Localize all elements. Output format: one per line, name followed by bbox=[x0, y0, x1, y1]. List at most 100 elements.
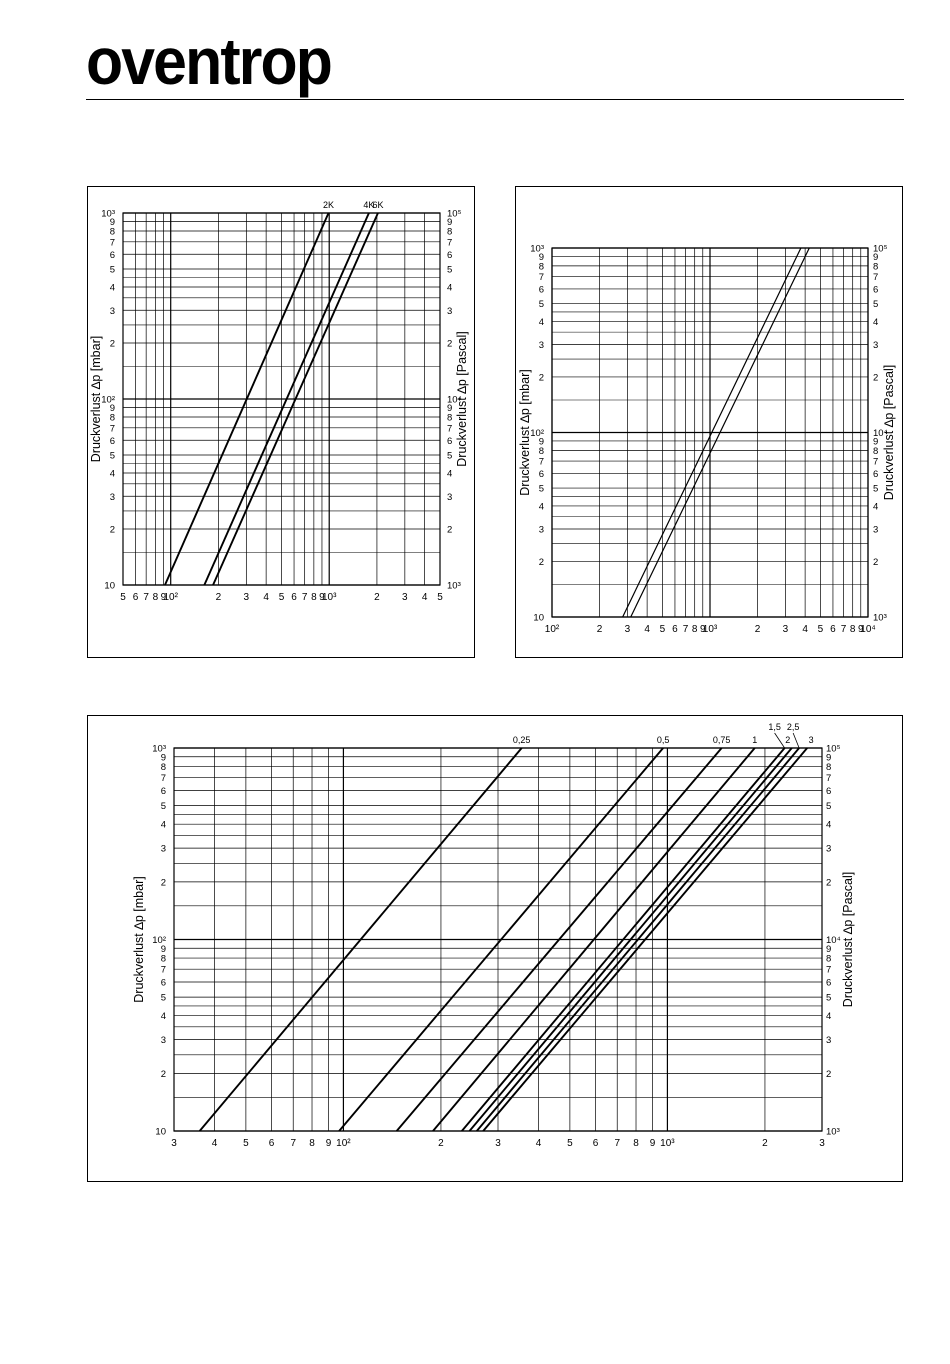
x-tick-label: 3 bbox=[625, 624, 631, 635]
series-label: 1,5 bbox=[768, 722, 781, 732]
y-right-tick-label: 5 bbox=[826, 993, 831, 1004]
y-tick-label: 6 bbox=[161, 977, 166, 988]
y-tick-label: 7 bbox=[539, 272, 544, 283]
y-right-tick-label: 3 bbox=[826, 1035, 831, 1046]
y-axis-title-right: Druckverlust ∆p [Pascal] bbox=[455, 331, 469, 466]
y-axis-title: Druckverlust ∆p [mbar] bbox=[518, 369, 532, 495]
y-right-tick-label: 9 bbox=[873, 252, 878, 263]
series-line bbox=[198, 747, 523, 1132]
x-tick-label: 7 bbox=[614, 1138, 620, 1149]
y-right-tick-label: 6 bbox=[447, 250, 452, 261]
y-tick-label: 8 bbox=[161, 762, 166, 773]
y-right-tick-label: 3 bbox=[826, 844, 831, 855]
x-tick-label: 10² bbox=[336, 1138, 351, 1149]
y-tick-label: 4 bbox=[110, 283, 115, 294]
x-tick-label: 8 bbox=[850, 624, 856, 635]
y-tick-label: 10² bbox=[101, 395, 115, 406]
x-tick-label: 5 bbox=[279, 592, 285, 603]
y-tick-label: 5 bbox=[539, 299, 544, 310]
y-tick-label: 5 bbox=[539, 484, 544, 495]
y-tick-label: 10 bbox=[533, 613, 544, 624]
x-tick-label: 6 bbox=[291, 592, 297, 603]
x-tick-label: 9 bbox=[161, 592, 167, 603]
y-tick-label: 5 bbox=[110, 264, 115, 275]
y-right-tick-label: 4 bbox=[873, 317, 878, 328]
x-tick-label: 3 bbox=[783, 624, 789, 635]
x-tick-label: 10² bbox=[545, 624, 560, 635]
x-tick-label: 2 bbox=[216, 592, 222, 603]
y-right-tick-label: 9 bbox=[447, 217, 452, 228]
y-right-tick-label: 9 bbox=[826, 752, 831, 763]
y-tick-label: 6 bbox=[110, 436, 115, 447]
y-tick-label: 10 bbox=[155, 1127, 166, 1138]
y-tick-label: 8 bbox=[539, 261, 544, 272]
x-tick-label: 10³ bbox=[703, 624, 718, 635]
y-tick-label: 2 bbox=[161, 1069, 166, 1080]
y-tick-label: 10³ bbox=[101, 209, 115, 220]
y-tick-label: 8 bbox=[110, 413, 115, 424]
y-right-tick-label: 6 bbox=[873, 284, 878, 295]
y-right-tick-label: 2 bbox=[826, 1069, 831, 1080]
y-right-tick-label: 4 bbox=[447, 469, 452, 480]
y-right-tick-label: 5 bbox=[447, 264, 452, 275]
y-right-tick-label: 7 bbox=[826, 773, 831, 784]
y-right-tick-label: 9 bbox=[447, 403, 452, 414]
y-right-tick-label: 10³ bbox=[873, 613, 887, 624]
x-tick-label: 5 bbox=[437, 592, 443, 603]
y-tick-label: 3 bbox=[161, 844, 166, 855]
series-line bbox=[164, 212, 330, 586]
y-right-tick-label: 10⁵ bbox=[873, 244, 888, 255]
series-line bbox=[203, 212, 370, 586]
chart-frame-3 bbox=[87, 715, 903, 1182]
y-tick-label: 3 bbox=[110, 306, 115, 317]
y-right-tick-label: 4 bbox=[873, 501, 878, 512]
y-tick-label: 4 bbox=[110, 469, 115, 480]
series-label: 4K bbox=[363, 200, 374, 210]
y-tick-label: 2 bbox=[161, 877, 166, 888]
y-tick-label: 9 bbox=[539, 436, 544, 447]
y-right-tick-label: 10⁴ bbox=[873, 428, 888, 439]
y-tick-label: 6 bbox=[161, 786, 166, 797]
x-tick-label: 4 bbox=[422, 592, 428, 603]
x-tick-label: 4 bbox=[536, 1138, 542, 1149]
y-tick-label: 5 bbox=[161, 993, 166, 1004]
x-tick-label: 8 bbox=[633, 1138, 639, 1149]
y-tick-label: 7 bbox=[161, 773, 166, 784]
series-label: 3 bbox=[809, 735, 814, 745]
x-tick-label: 6 bbox=[269, 1138, 275, 1149]
y-tick-label: 10³ bbox=[530, 244, 544, 255]
grid bbox=[122, 212, 441, 586]
y-tick-label: 7 bbox=[539, 457, 544, 468]
series-label-leader bbox=[792, 732, 800, 749]
plot-border bbox=[173, 747, 823, 1132]
y-right-tick-label: 5 bbox=[873, 299, 878, 310]
x-tick-label: 4 bbox=[802, 624, 808, 635]
x-tick-label: 7 bbox=[143, 592, 149, 603]
series-line bbox=[476, 747, 800, 1132]
y-right-tick-label: 6 bbox=[447, 436, 452, 447]
y-right-tick-label: 10³ bbox=[826, 1127, 840, 1138]
y-tick-label: 10 bbox=[104, 581, 115, 592]
y-right-tick-label: 8 bbox=[447, 413, 452, 424]
y-tick-label: 7 bbox=[161, 965, 166, 976]
x-tick-label: 5 bbox=[120, 592, 126, 603]
x-tick-label: 8 bbox=[692, 624, 698, 635]
x-tick-label: 9 bbox=[650, 1138, 656, 1149]
y-tick-label: 3 bbox=[161, 1035, 166, 1046]
y-right-tick-label: 8 bbox=[826, 762, 831, 773]
x-tick-label: 5 bbox=[243, 1138, 249, 1149]
series-label-leader bbox=[774, 732, 785, 749]
y-tick-label: 4 bbox=[539, 501, 544, 512]
y-right-tick-label: 5 bbox=[826, 801, 831, 812]
y-tick-label: 4 bbox=[539, 317, 544, 328]
y-tick-label: 8 bbox=[161, 954, 166, 965]
y-tick-label: 10² bbox=[152, 935, 166, 946]
x-tick-label: 9 bbox=[319, 592, 325, 603]
series-line bbox=[212, 212, 379, 586]
y-right-tick-label: 4 bbox=[826, 1011, 831, 1022]
plot-border bbox=[551, 247, 869, 618]
y-tick-label: 9 bbox=[539, 252, 544, 263]
